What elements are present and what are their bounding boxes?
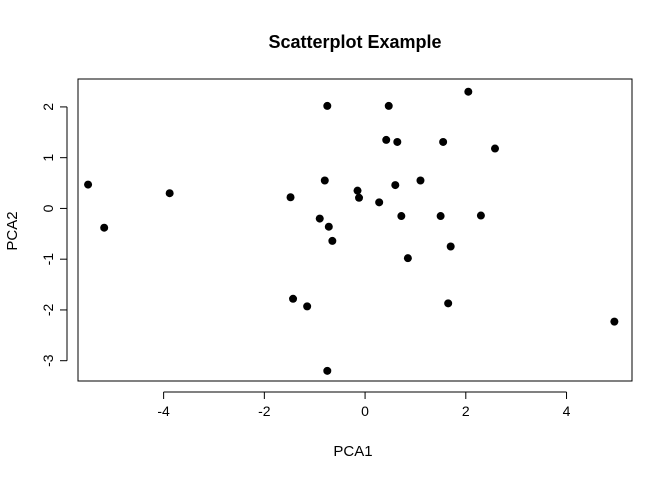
- data-point: [384, 101, 393, 110]
- data-point: [382, 135, 391, 144]
- y-tick-label: 0: [40, 204, 56, 212]
- data-point: [436, 212, 445, 221]
- data-point: [323, 101, 332, 110]
- data-point: [375, 198, 384, 207]
- data-points: [84, 87, 619, 375]
- y-tick-label: -1: [40, 253, 56, 266]
- data-point: [476, 211, 485, 220]
- data-point: [355, 193, 364, 202]
- data-point: [84, 180, 93, 189]
- data-point: [324, 222, 333, 231]
- data-point: [403, 254, 412, 263]
- x-tick-label: -2: [258, 403, 271, 419]
- x-tick-label: 4: [563, 403, 571, 419]
- data-point: [303, 302, 312, 311]
- data-point: [289, 294, 298, 303]
- y-axis: -3 -2 -1 0 1 2: [40, 103, 68, 367]
- data-point: [393, 137, 402, 146]
- data-point: [323, 366, 332, 375]
- y-axis-label: PCA2: [4, 211, 21, 250]
- y-tick-label: 1: [40, 154, 56, 162]
- data-point: [391, 181, 400, 190]
- data-point: [397, 212, 406, 221]
- data-point: [464, 87, 473, 96]
- data-point: [416, 176, 425, 185]
- data-point: [165, 189, 174, 198]
- x-tick-label: 0: [361, 403, 369, 419]
- data-point: [320, 176, 329, 185]
- chart-title: Scatterplot Example: [268, 32, 441, 52]
- data-point: [328, 236, 337, 245]
- data-point: [439, 137, 448, 146]
- x-axis-label: PCA1: [333, 443, 372, 460]
- data-point: [286, 193, 295, 202]
- data-point: [353, 186, 362, 195]
- data-point: [315, 214, 324, 223]
- data-point: [100, 223, 109, 232]
- data-point: [444, 299, 453, 308]
- data-point: [610, 317, 619, 326]
- data-point: [446, 242, 455, 251]
- y-tick-label: -2: [40, 304, 56, 317]
- x-axis: -4 -2 0 2 4: [157, 391, 571, 419]
- x-tick-label: -4: [157, 403, 170, 419]
- y-tick-label: 2: [40, 103, 56, 111]
- data-point: [491, 144, 500, 153]
- y-tick-label: -3: [40, 354, 56, 367]
- x-tick-label: 2: [462, 403, 470, 419]
- plot-frame: [77, 78, 633, 382]
